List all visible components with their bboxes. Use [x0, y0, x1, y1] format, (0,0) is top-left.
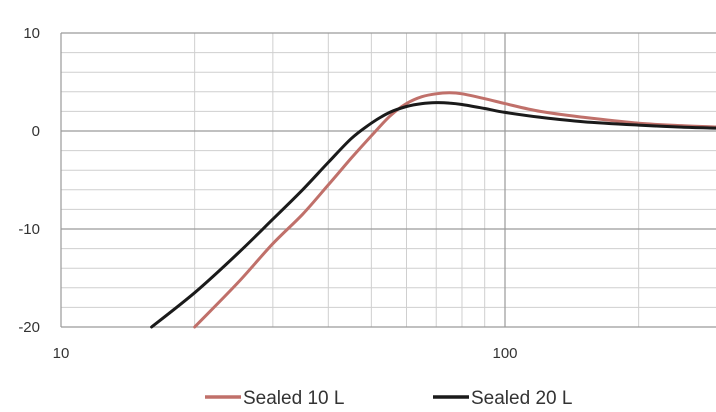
legend-label-2: Sealed 20 L	[471, 388, 572, 409]
major-gridlines	[60, 32, 716, 328]
x-tick-label: 10	[53, 345, 70, 362]
minor-gridlines	[61, 33, 716, 327]
y-tick-label: 10	[23, 25, 40, 42]
series-line-2	[150, 101, 716, 329]
legend: Sealed 10 L Sealed 20 L	[205, 388, 572, 409]
y-tick-label: -10	[18, 221, 40, 238]
y-tick-label: 0	[32, 123, 40, 140]
legend-label-1: Sealed 10 L	[243, 388, 344, 409]
y-axis-tick-labels: -20 -10 0 10	[18, 25, 40, 336]
x-tick-label: 100	[492, 345, 517, 362]
series-lines	[150, 91, 716, 329]
y-tick-label: -20	[18, 319, 40, 336]
series-line-1	[193, 91, 716, 329]
x-axis-tick-labels: 10 100	[53, 345, 518, 362]
